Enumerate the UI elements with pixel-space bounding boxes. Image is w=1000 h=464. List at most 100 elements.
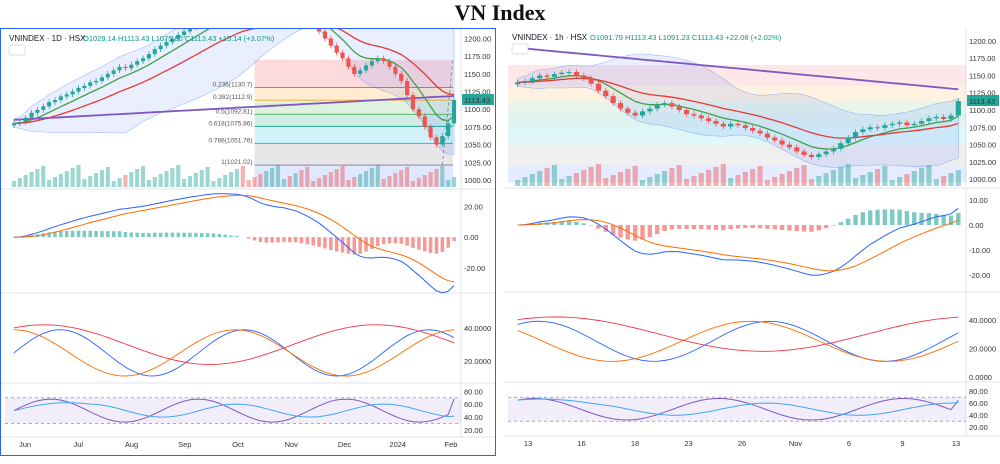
hourly-chart-panel[interactable]: 1200.00 1175.00 1150.00 1125.00 1100.00 1075.…	[504, 28, 1000, 456]
volume-bar	[874, 169, 881, 186]
volume-bar	[416, 178, 421, 187]
di-plus-line	[517, 320, 959, 362]
volume-bar	[706, 170, 712, 186]
volume-bar	[757, 166, 763, 186]
volume-bar	[654, 174, 660, 186]
volume-bar	[41, 166, 46, 187]
ohlc-label: O1029.14 H1113.43 L1075.80 C1113.43 +15.…	[83, 34, 275, 43]
candle-body	[76, 88, 81, 92]
collapse-indicators-button[interactable]	[8, 44, 26, 56]
candle-body	[889, 123, 895, 126]
volume-bar	[375, 165, 380, 187]
volume-bar	[816, 176, 822, 186]
candle-body	[23, 117, 28, 122]
macd-histogram-bar	[721, 225, 726, 231]
daily-chart-panel[interactable]: 0.236(1130.7) 0.382(1112.9) 0.5(1092.81) 0.…	[0, 28, 496, 456]
macd-histogram-bar	[323, 237, 327, 249]
macd-histogram-bar	[41, 233, 46, 238]
bollinger-band	[13, 29, 455, 155]
volume-bar	[234, 169, 239, 187]
volume-bar	[193, 173, 198, 187]
adx-tick-label: 40.0000	[464, 324, 491, 333]
candle-body	[405, 80, 410, 96]
hourly-chart-svg[interactable]: 1200.00 1175.00 1150.00 1125.00 1100.00 1075.…	[504, 28, 1000, 456]
time-tick-label: 16	[577, 439, 585, 448]
volume-bar	[544, 168, 550, 186]
candle-body	[410, 95, 416, 110]
volume-bar	[852, 178, 859, 186]
candle-body	[446, 123, 451, 137]
macd-histogram-bar	[801, 225, 807, 232]
candle-body	[434, 137, 439, 145]
volume-bar	[742, 172, 748, 186]
candle-body	[58, 96, 63, 101]
candle-body	[911, 123, 917, 126]
fib-zone	[508, 101, 966, 114]
volume-bar	[187, 176, 193, 187]
rsi-ma-line	[517, 398, 959, 416]
macd-histogram-bar	[411, 237, 415, 248]
candle-body	[676, 106, 682, 110]
candle-body	[529, 78, 535, 81]
candle-body	[369, 61, 374, 66]
symbol-label: VNINDEX · 1h · HSX	[512, 33, 588, 42]
candle-body	[35, 109, 40, 113]
volume-bar	[889, 180, 895, 186]
candle-body	[750, 127, 756, 131]
candle-body	[684, 110, 690, 115]
macd-histogram-bar	[376, 237, 380, 247]
collapse-indicators-button[interactable]	[511, 43, 529, 55]
ma-fast-line	[13, 29, 455, 125]
candle-body	[135, 61, 140, 65]
macd-histogram-bar	[229, 235, 233, 238]
macd-histogram-bar	[387, 237, 392, 244]
volume-bar	[647, 177, 653, 186]
macd-histogram-bar	[882, 209, 888, 225]
volume-bar	[926, 165, 932, 186]
candle-body	[867, 127, 873, 130]
candle-body	[182, 31, 187, 35]
fib-zone	[508, 165, 966, 183]
candle-body	[422, 116, 427, 127]
fib-level-label: 0.382(1112.9)	[213, 94, 253, 101]
macd-histogram-bar	[264, 237, 269, 243]
volume-bar	[933, 179, 939, 186]
adx-line	[13, 324, 455, 365]
macd-histogram-bar	[655, 225, 660, 234]
volume-bar	[786, 171, 792, 186]
rsi-tick-label: 60.00	[464, 400, 483, 409]
candle-body	[117, 66, 122, 71]
volume-bar	[728, 178, 734, 186]
candle-body	[363, 65, 369, 71]
volume-bar	[111, 181, 116, 187]
volume-bar	[399, 170, 404, 187]
macd-histogram-bar	[610, 225, 616, 235]
volume-bar	[955, 170, 961, 186]
volume-bar	[70, 168, 75, 187]
time-tick-label: Sep	[178, 440, 191, 449]
macd-tick-label: 10.00	[969, 196, 988, 205]
rsi-tick-label: 40.00	[969, 411, 988, 420]
candle-body	[187, 29, 193, 32]
volume-bar	[750, 169, 756, 186]
volume-bar	[105, 167, 110, 187]
macd-histogram-bar	[282, 237, 286, 242]
candle-body	[845, 137, 851, 144]
macd-histogram-bar	[743, 225, 748, 229]
macd-histogram-bar	[757, 225, 763, 229]
volume-bar	[322, 175, 328, 187]
candle-body	[882, 125, 888, 128]
volume-bar	[317, 178, 322, 187]
volume-bar	[264, 171, 269, 187]
adx-tick-label: 0.0000	[969, 373, 992, 382]
macd-histogram-bar	[59, 231, 63, 238]
volume-bar	[64, 171, 69, 187]
candle-body	[794, 147, 800, 152]
volume-bar	[764, 180, 770, 186]
volume-bar	[772, 177, 778, 186]
rsi-line	[517, 397, 959, 421]
macd-histogram-bar	[64, 230, 69, 238]
daily-chart-svg[interactable]: 0.236(1130.7) 0.382(1112.9) 0.5(1092.81) 0.…	[1, 29, 495, 455]
volume-bar	[358, 174, 363, 187]
candle-body	[334, 45, 339, 53]
